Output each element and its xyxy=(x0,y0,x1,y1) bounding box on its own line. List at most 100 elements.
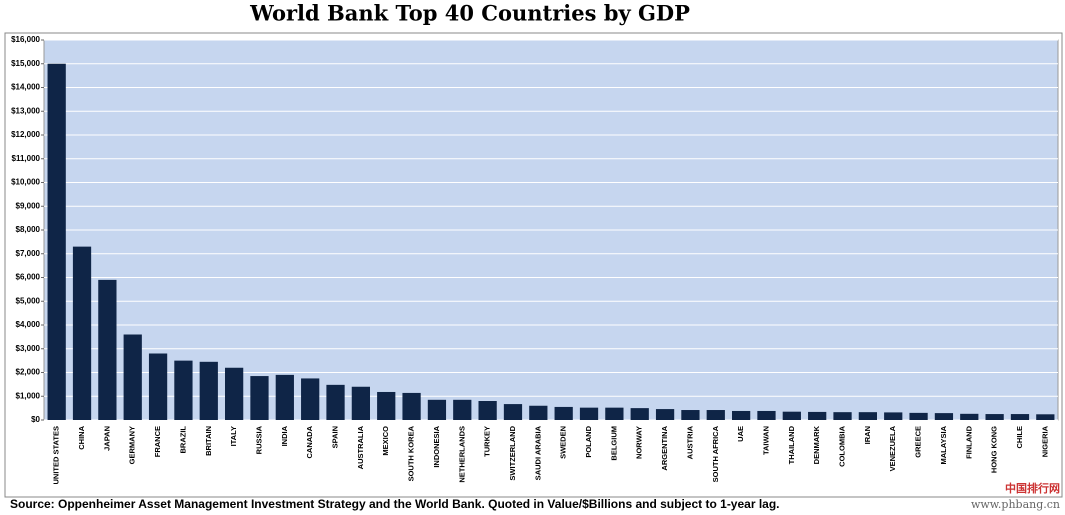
x-tick-label: SWITZERLAND xyxy=(508,425,517,480)
x-tick-label: TURKEY xyxy=(483,426,492,457)
y-tick-label: $5,000 xyxy=(16,296,41,305)
y-tick-label: $12,000 xyxy=(11,130,40,139)
x-tick-label: TAIWAN xyxy=(761,426,770,455)
y-tick-label: $2,000 xyxy=(16,368,41,377)
bar xyxy=(605,407,624,420)
bar xyxy=(1010,414,1030,420)
x-tick-label: DENMARK xyxy=(812,425,821,464)
bar xyxy=(478,401,497,420)
x-tick-label: CHINA xyxy=(77,425,86,449)
x-tick-label: VENEZUELA xyxy=(888,425,897,471)
x-tick-label: BRITAIN xyxy=(204,426,213,456)
y-tick-label: $7,000 xyxy=(16,249,41,258)
bar xyxy=(706,410,725,420)
x-tick-label: THAILAND xyxy=(787,425,796,464)
y-tick-label: $8,000 xyxy=(16,225,41,234)
y-tick-label: $16,000 xyxy=(11,35,40,44)
x-tick-label: CHILE xyxy=(1015,426,1024,449)
x-tick-label: NORWAY xyxy=(635,426,644,459)
source-note: Source: Oppenheimer Asset Management Inv… xyxy=(10,497,780,511)
y-tick-label: $15,000 xyxy=(11,59,40,68)
x-tick-label: SOUTH AFRICA xyxy=(711,425,720,482)
bar xyxy=(808,411,827,420)
y-tick-label: $3,000 xyxy=(16,344,41,353)
x-tick-label: COLOMBIA xyxy=(838,425,847,466)
x-tick-label: HONG KONG xyxy=(990,426,999,473)
x-tick-label: FINLAND xyxy=(964,425,973,458)
y-tick-label: $11,000 xyxy=(12,154,41,163)
bar xyxy=(250,376,269,420)
bar xyxy=(579,407,599,420)
bar xyxy=(47,63,66,420)
x-tick-label: POLAND xyxy=(584,425,593,457)
x-tick-label: SAUDI ARABIA xyxy=(533,425,542,480)
bar xyxy=(529,405,548,420)
x-tick-label: NETHERLANDS xyxy=(457,426,466,483)
x-tick-label: MALAYSIA xyxy=(939,425,948,464)
bar xyxy=(326,384,345,420)
bar xyxy=(833,412,852,420)
bar xyxy=(224,367,244,420)
x-tick-label: SOUTH KOREA xyxy=(407,425,416,481)
bar xyxy=(351,386,371,420)
x-tick-label: AUSTRALIA xyxy=(356,425,365,469)
bar xyxy=(985,414,1004,420)
x-tick-label: ARGENTINA xyxy=(660,425,669,470)
bar xyxy=(72,246,92,420)
x-tick-label: FRANCE xyxy=(153,426,162,457)
y-tick-label: $4,000 xyxy=(16,320,41,329)
bar xyxy=(1036,414,1055,420)
bar xyxy=(377,391,396,420)
y-tick-label: $13,000 xyxy=(11,106,40,115)
y-tick-label: $0 xyxy=(31,415,40,424)
x-tick-label: INDIA xyxy=(280,425,289,446)
x-tick-label: UAE xyxy=(736,426,745,442)
bar xyxy=(630,408,649,420)
bar xyxy=(199,361,218,420)
bar xyxy=(731,410,751,420)
bar xyxy=(453,399,472,420)
x-tick-label: IRAN xyxy=(863,426,872,444)
bar xyxy=(301,378,320,420)
y-tick-label: $6,000 xyxy=(16,273,41,282)
bar xyxy=(960,413,979,420)
x-tick-label: INDONESIA xyxy=(432,425,441,467)
bar xyxy=(757,410,776,420)
y-tick-label: $9,000 xyxy=(16,201,41,210)
bar xyxy=(275,374,294,420)
bar xyxy=(782,411,801,420)
bar xyxy=(148,353,168,420)
bar xyxy=(934,413,954,420)
x-tick-label: AUSTRIA xyxy=(685,425,694,459)
bar xyxy=(884,412,903,420)
bar xyxy=(402,392,421,420)
x-tick-label: UNITED STATES xyxy=(52,426,61,484)
bar xyxy=(427,399,447,420)
y-tick-label: $1,000 xyxy=(16,391,41,400)
bar xyxy=(503,404,523,420)
bar xyxy=(655,409,675,420)
bar xyxy=(98,279,117,420)
watermark: www.phbang.cn xyxy=(971,498,1060,511)
x-tick-label: RUSSIA xyxy=(254,425,263,454)
bar xyxy=(123,334,142,420)
bar xyxy=(681,410,700,420)
y-tick-label: $14,000 xyxy=(11,83,40,92)
x-tick-label: SPAIN xyxy=(331,426,340,448)
y-tick-label: $10,000 xyxy=(11,178,40,187)
x-tick-label: CANADA xyxy=(305,425,314,458)
bar xyxy=(554,406,573,420)
x-tick-label: NIGERIA xyxy=(1040,425,1049,457)
chart-title: World Bank Top 40 Countries by GDP xyxy=(249,1,690,26)
bar xyxy=(174,360,193,420)
bar xyxy=(909,412,928,420)
bar xyxy=(858,412,878,420)
x-tick-label: BELGIUM xyxy=(609,426,618,461)
x-tick-label: ITALY xyxy=(229,426,238,446)
x-tick-label: JAPAN xyxy=(102,426,111,451)
x-tick-label: GERMANY xyxy=(128,426,137,464)
x-tick-label: BRAZIL xyxy=(178,426,187,454)
x-tick-label: MEXICO xyxy=(381,426,390,456)
